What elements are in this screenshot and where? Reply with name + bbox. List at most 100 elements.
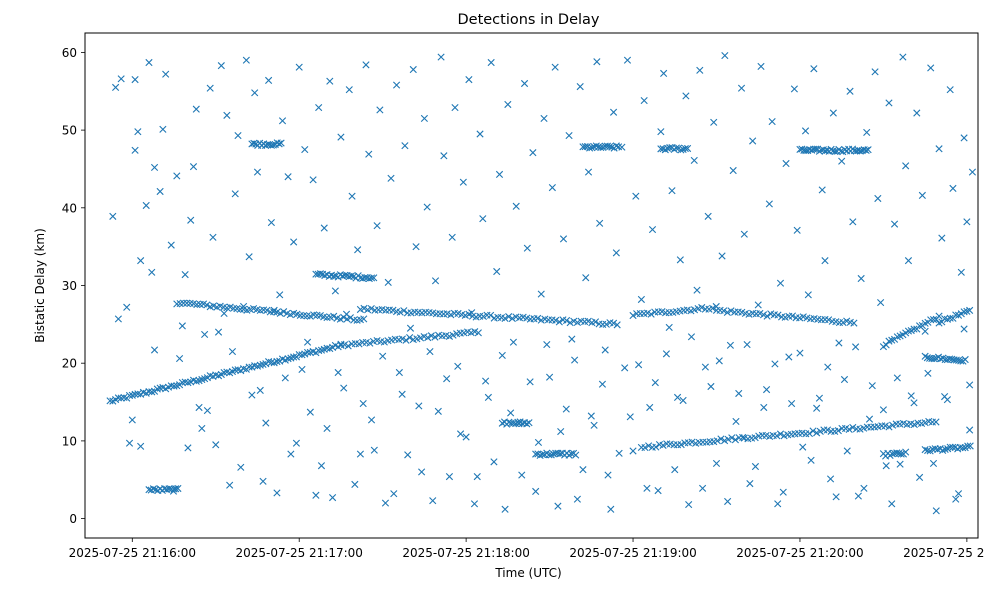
data-point: [280, 308, 288, 316]
data-point: [434, 407, 442, 415]
data-point: [683, 144, 692, 153]
data-point: [532, 487, 540, 495]
data-point: [964, 442, 972, 450]
data-point: [635, 361, 643, 369]
data-point: [189, 163, 198, 171]
x-tick-label: 2025-07-25 21:20:00: [736, 546, 863, 560]
data-point: [826, 475, 835, 483]
data-point: [142, 201, 150, 210]
data-point: [685, 501, 693, 509]
data-point: [278, 117, 287, 125]
data-point: [331, 287, 339, 295]
data-point: [131, 76, 139, 84]
data-point: [566, 319, 574, 327]
data-point: [615, 449, 623, 457]
data-points: [106, 51, 977, 515]
x-tick-label: 2025-07-25 21:21:00: [903, 546, 985, 560]
data-point: [400, 307, 408, 315]
data-point: [315, 103, 323, 112]
data-point: [402, 336, 410, 344]
data-point: [707, 382, 715, 391]
data-point: [354, 246, 362, 254]
data-point: [626, 413, 634, 421]
data-point: [902, 162, 910, 170]
data-point: [824, 363, 832, 371]
data-point: [687, 333, 696, 341]
data-point: [265, 76, 273, 84]
data-point: [721, 51, 729, 60]
data-point: [598, 380, 607, 388]
y-axis-ticks: 0 10 20 30 40 50 60: [62, 46, 85, 526]
data-point: [735, 389, 743, 398]
data-point: [899, 53, 907, 61]
data-point: [637, 295, 645, 304]
data-point: [387, 174, 395, 182]
data-point: [301, 145, 309, 154]
data-point: [813, 429, 821, 437]
data-point: [532, 450, 540, 458]
data-point: [187, 216, 195, 224]
data-point: [562, 316, 571, 325]
data-point: [275, 140, 283, 148]
data-point: [145, 388, 153, 396]
data-point: [879, 406, 888, 414]
data-point: [929, 459, 938, 468]
data-point: [495, 170, 504, 178]
data-point: [885, 423, 893, 431]
data-point: [398, 390, 406, 398]
data-point: [865, 415, 874, 423]
data-point: [276, 309, 284, 317]
data-point: [209, 233, 217, 241]
data-point: [396, 308, 404, 316]
data-point: [559, 235, 568, 243]
data-point: [609, 108, 618, 116]
data-point: [555, 318, 563, 326]
data-point: [603, 142, 612, 150]
data-point: [508, 314, 516, 323]
data-point: [273, 489, 281, 497]
data-point: [621, 364, 629, 372]
data-point: [712, 459, 721, 468]
data-point: [779, 488, 787, 496]
data-point: [893, 449, 901, 457]
data-point: [776, 430, 785, 438]
data-point: [672, 144, 681, 152]
data-point: [845, 425, 853, 433]
data-point: [562, 405, 570, 413]
data-point: [175, 354, 184, 363]
data-point: [178, 322, 186, 330]
data-point: [312, 491, 320, 499]
data-point: [359, 400, 367, 408]
data-point: [902, 448, 910, 456]
data-point: [946, 314, 954, 322]
data-point: [818, 186, 826, 194]
data-point: [420, 114, 428, 123]
data-point: [376, 106, 384, 114]
data-point: [938, 234, 946, 242]
data-point: [537, 290, 545, 298]
data-point: [643, 484, 651, 492]
data-point: [341, 271, 349, 279]
data-point: [337, 133, 345, 141]
data-point: [960, 134, 968, 142]
data-point: [518, 471, 526, 479]
data-point: [326, 77, 334, 85]
data-point: [150, 346, 159, 354]
plot-frame: [84, 32, 979, 539]
chart-title: Detections in Delay: [457, 12, 599, 28]
data-point: [526, 378, 534, 386]
data-point: [915, 473, 924, 481]
data-point: [193, 300, 201, 309]
data-point: [568, 335, 576, 343]
data-point: [131, 146, 139, 154]
data-point: [284, 173, 292, 181]
data-point: [148, 388, 156, 396]
data-point: [395, 368, 403, 377]
data-point: [657, 128, 665, 136]
data-point: [356, 450, 364, 458]
data-point: [523, 420, 531, 428]
data-point: [348, 192, 356, 200]
data-point: [423, 203, 431, 211]
data-point: [915, 322, 924, 330]
data-point: [292, 439, 301, 447]
